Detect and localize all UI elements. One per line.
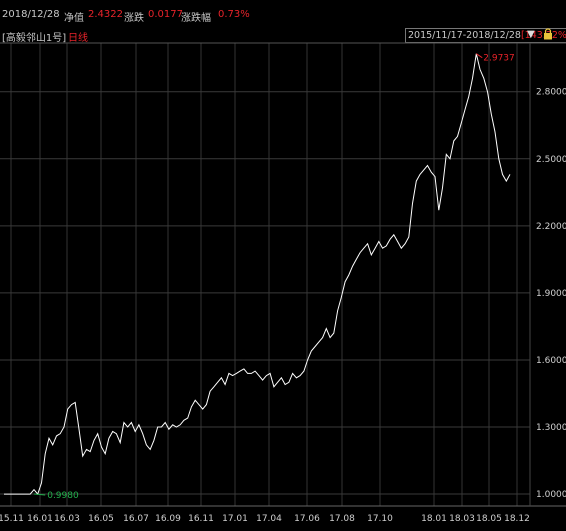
pct-value: 0.73% [218, 9, 250, 20]
change-value: 0.0177 [148, 9, 183, 20]
x-tick-label: 18.03 [449, 514, 475, 524]
min-leader-line [33, 493, 46, 496]
x-tick-label: 16.09 [155, 514, 181, 524]
period-tab[interactable]: 日线 [68, 33, 88, 44]
max-value-label: 2.9737 [483, 54, 515, 64]
x-tick-label: 16.05 [88, 514, 114, 524]
y-tick-label: 1.3000 [536, 423, 566, 433]
pct-label: 涨跌幅 [181, 13, 211, 24]
nav-series-line [4, 53, 511, 496]
x-tick-label: 17.04 [256, 514, 282, 524]
y-tick-label: 1.9000 [536, 289, 566, 299]
y-tick-label: 1.0000 [536, 490, 566, 500]
x-tick-label: 17.08 [329, 514, 355, 524]
y-tick-label: 2.8000 [536, 88, 566, 98]
max-leader-line [475, 53, 483, 59]
range-text: 2015/11/17-2018/12/28 [408, 30, 521, 41]
x-tick-label: 18.01 [421, 514, 447, 524]
x-tick-label: 17.10 [367, 514, 393, 524]
y-axis-labels: 1.0000 1.3000 1.6000 1.9000 2.2000 2.5000 2.80… [536, 88, 566, 500]
x-tick-label: 16.07 [123, 514, 149, 524]
x-tick-label: 16.11 [188, 514, 214, 524]
x-tick-label: 17.06 [294, 514, 320, 524]
dropdown-icon[interactable]: ▼ [527, 29, 535, 40]
y-tick-label: 2.2000 [536, 222, 566, 232]
info-header: 2018/12/28 净值 2.4322 涨跌 0.0177 涨跌幅 0.73% [0, 0, 566, 24]
x-tick-label: 17.01 [222, 514, 248, 524]
x-tick-label: 15.11 [0, 514, 24, 524]
horizontal-grid [0, 91, 530, 495]
fund-name: [高毅邻山1号] [2, 33, 67, 44]
x-tick-label: 18.05 [476, 514, 502, 524]
range-pct: [143.22%] [520, 30, 566, 41]
x-tick-label: 16.01 [27, 514, 53, 524]
date-label: 2018/12/28 [2, 9, 60, 20]
x-tick-label: 18.12 [504, 514, 530, 524]
x-axis-labels: 15.11 16.01 16.03 16.05 16.07 16.09 16.11 17.01… [0, 514, 530, 524]
nav-value: 2.4322 [88, 9, 123, 20]
x-tick-label: 16.03 [54, 514, 80, 524]
y-tick-label: 2.5000 [536, 155, 566, 165]
vertical-grid [10, 43, 518, 506]
y-tick-label: 1.6000 [536, 356, 566, 366]
min-value-label: 0.9980 [47, 491, 79, 501]
change-label: 涨跌 [124, 13, 144, 24]
nav-label: 净值 [64, 13, 84, 24]
extreme-annotations: 0.9980 2.9737 [33, 53, 515, 501]
lock-icon[interactable] [543, 28, 553, 40]
